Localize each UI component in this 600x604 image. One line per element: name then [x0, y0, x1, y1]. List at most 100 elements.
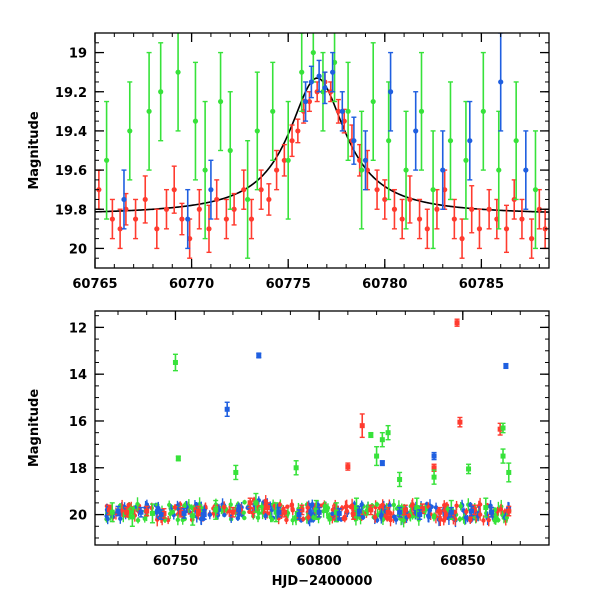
baseline-point: [119, 508, 125, 513]
baseline-point: [481, 518, 486, 523]
data-point: [322, 85, 328, 91]
data-point: [316, 509, 322, 515]
data-point: [391, 206, 398, 212]
data-point: [175, 69, 181, 75]
data-point: [142, 196, 148, 203]
data-point: [213, 507, 219, 513]
data-point: [368, 432, 374, 438]
data-point: [519, 216, 525, 222]
data-point: [181, 510, 187, 516]
data-point: [253, 500, 259, 506]
baseline-point: [259, 504, 264, 509]
baseline-point: [458, 504, 463, 509]
x-tick-label: 60780: [362, 277, 407, 292]
baseline-point: [374, 502, 380, 507]
data-point: [414, 505, 420, 511]
data-point: [440, 167, 446, 173]
baseline-point: [284, 517, 289, 523]
data-point: [402, 507, 408, 513]
data-point: [208, 187, 214, 193]
data-point: [299, 69, 305, 75]
data-point: [276, 509, 282, 515]
data-point: [370, 98, 376, 105]
baseline-point: [247, 509, 252, 515]
baseline-point: [306, 515, 311, 520]
baseline-point: [372, 514, 378, 520]
baseline-point: [429, 504, 434, 510]
baseline-point: [457, 516, 463, 522]
data-point: [382, 196, 388, 203]
data-point: [115, 508, 121, 514]
data-point: [158, 89, 164, 95]
baseline-point: [401, 518, 406, 523]
x-axis-title: HJD−2400000: [272, 574, 373, 589]
y-tick-label: 20: [69, 242, 87, 257]
data-point: [264, 505, 270, 511]
baseline-point: [391, 502, 397, 508]
baseline-point: [170, 509, 176, 515]
data-point: [362, 157, 369, 163]
plot-area: [104, 318, 512, 528]
baseline-point: [464, 509, 469, 514]
baseline-point: [227, 509, 232, 514]
y-axis-title: Magnitude: [27, 111, 42, 190]
data-point: [230, 509, 236, 515]
data-point: [121, 196, 127, 203]
data-point: [497, 426, 503, 432]
baseline-point: [388, 517, 393, 523]
baseline-point: [154, 508, 160, 513]
data-point: [247, 500, 253, 506]
data-point: [379, 460, 385, 466]
data-point: [448, 509, 454, 515]
data-point: [397, 476, 403, 482]
data-point: [529, 236, 535, 242]
data-point: [313, 507, 319, 513]
baseline-point: [172, 505, 178, 510]
data-point: [489, 509, 495, 515]
data-point: [227, 147, 233, 154]
baseline-point: [431, 515, 437, 520]
data-point: [431, 474, 437, 480]
baseline-point: [504, 515, 509, 520]
data-point: [299, 507, 305, 513]
y-tick-label: 19.8: [55, 203, 87, 218]
baseline-point: [289, 502, 295, 507]
baseline-point: [322, 503, 327, 509]
data-point: [295, 128, 301, 134]
baseline-point: [263, 498, 268, 504]
data-point: [236, 507, 242, 513]
data-point: [431, 465, 437, 471]
data-point: [333, 509, 339, 515]
baseline-point: [492, 515, 498, 521]
data-point: [245, 196, 251, 203]
data-point: [469, 206, 475, 212]
data-point: [356, 508, 362, 514]
data-point: [420, 506, 426, 512]
x-tick-label: 60750: [153, 554, 198, 569]
baseline-point: [222, 512, 227, 518]
data-point: [241, 187, 247, 193]
baseline-point: [387, 503, 392, 508]
data-point: [138, 509, 144, 515]
y-tick-label: 16: [69, 415, 87, 430]
data-point: [424, 226, 430, 232]
data-point: [175, 455, 181, 461]
data-point: [503, 363, 509, 369]
data-point: [447, 138, 454, 144]
plot-area: [95, 33, 549, 259]
data-point: [496, 167, 502, 173]
data-point: [195, 508, 201, 514]
baseline-point: [454, 503, 459, 508]
y-tick-label: 19: [69, 47, 87, 62]
data-point: [437, 509, 443, 515]
data-point: [385, 430, 391, 436]
data-point: [310, 49, 316, 56]
data-point: [206, 226, 212, 232]
data-point: [335, 108, 342, 114]
data-point: [471, 507, 477, 513]
data-point: [248, 216, 255, 222]
data-point: [417, 512, 423, 518]
data-point: [293, 465, 299, 471]
data-point: [192, 118, 199, 124]
